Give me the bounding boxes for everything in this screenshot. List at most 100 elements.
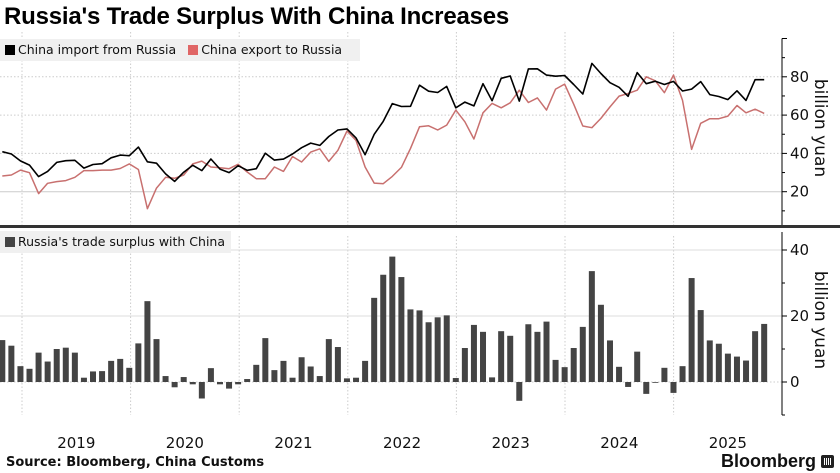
surplus-bar bbox=[180, 377, 187, 382]
x-tick-label: 2022 bbox=[383, 434, 421, 452]
surplus-bar bbox=[353, 377, 360, 382]
surplus-bar bbox=[597, 304, 604, 382]
import-line bbox=[2, 62, 765, 183]
surplus-bar bbox=[679, 366, 686, 382]
surplus-bar bbox=[271, 370, 278, 382]
surplus-bar bbox=[570, 348, 577, 382]
surplus-bar bbox=[71, 352, 78, 382]
legend-swatch-export bbox=[188, 45, 199, 55]
surplus-bar bbox=[697, 310, 704, 382]
surplus-bar bbox=[643, 382, 650, 394]
surplus-bar bbox=[561, 367, 568, 382]
surplus-bar bbox=[171, 382, 178, 388]
surplus-bar bbox=[44, 361, 51, 382]
surplus-bar bbox=[362, 360, 369, 382]
surplus-bar bbox=[625, 382, 632, 387]
bloomberg-logo: Bloomberg bbox=[720, 451, 816, 471]
surplus-bar bbox=[724, 353, 731, 382]
surplus-bar bbox=[216, 382, 223, 385]
surplus-bar bbox=[425, 322, 432, 382]
surplus-bar bbox=[235, 382, 242, 385]
surplus-bar bbox=[189, 382, 196, 385]
surplus-bar bbox=[298, 357, 305, 382]
source-note: Source: Bloomberg, China Customs bbox=[6, 455, 265, 470]
surplus-bar bbox=[334, 347, 341, 382]
surplus-bar bbox=[207, 368, 214, 382]
surplus-bar bbox=[416, 310, 423, 382]
surplus-bar bbox=[461, 348, 468, 382]
legend-item-export: China export to Russia bbox=[188, 42, 342, 57]
surplus-bar bbox=[470, 324, 477, 382]
export-line bbox=[2, 74, 765, 210]
legend-label-import: China import from Russia bbox=[18, 42, 177, 57]
surplus-bar bbox=[144, 301, 151, 382]
legend-label-surplus: Russia's trade surplus with China bbox=[18, 234, 226, 249]
surplus-bar bbox=[8, 345, 15, 382]
surplus-bar bbox=[443, 315, 450, 382]
y-tick-label-bottom: 0 bbox=[790, 373, 800, 391]
surplus-bar bbox=[498, 331, 505, 382]
surplus-bar bbox=[99, 371, 106, 382]
panel-separator bbox=[0, 225, 840, 228]
surplus-bar bbox=[289, 377, 296, 382]
surplus-bar bbox=[162, 376, 169, 382]
surplus-bar bbox=[380, 274, 387, 382]
surplus-bar bbox=[62, 347, 69, 382]
y-tick-label-top: 60 bbox=[790, 106, 809, 124]
surplus-bar bbox=[117, 358, 124, 382]
surplus-bar bbox=[588, 271, 595, 382]
y-tick-label-top: 40 bbox=[790, 144, 809, 162]
legend-bottom: Russia's trade surplus with China bbox=[0, 231, 232, 253]
surplus-bar bbox=[135, 343, 142, 382]
y-tick-label-bottom: 20 bbox=[790, 307, 809, 325]
surplus-bar bbox=[661, 367, 668, 382]
surplus-bar bbox=[634, 351, 641, 382]
surplus-bar bbox=[480, 331, 487, 382]
surplus-bar bbox=[371, 297, 378, 382]
surplus-bar bbox=[90, 371, 96, 382]
surplus-bar bbox=[0, 340, 6, 382]
surplus-bar bbox=[706, 340, 713, 382]
surplus-bar bbox=[343, 378, 350, 382]
x-tick-label: 2023 bbox=[492, 434, 530, 452]
surplus-bar bbox=[226, 382, 233, 389]
surplus-bar bbox=[325, 339, 332, 382]
surplus-bar bbox=[17, 366, 24, 382]
surplus-bar bbox=[516, 382, 523, 401]
surplus-bar bbox=[434, 317, 441, 382]
legend-swatch-surplus bbox=[5, 237, 15, 247]
surplus-bar bbox=[688, 278, 695, 382]
surplus-bar bbox=[80, 377, 87, 382]
surplus-bar bbox=[743, 360, 750, 382]
surplus-bar bbox=[670, 382, 677, 393]
legend-top: China import from Russia China export to … bbox=[0, 39, 361, 61]
surplus-bar bbox=[525, 324, 532, 382]
surplus-bar bbox=[452, 378, 459, 382]
legend-item-surplus: Russia's trade surplus with China bbox=[5, 234, 225, 249]
y-axis-title-top: billion yuan bbox=[810, 79, 830, 177]
y-tick-label-top: 20 bbox=[790, 183, 809, 201]
surplus-bar bbox=[307, 366, 314, 382]
surplus-bar bbox=[253, 364, 260, 382]
x-tick-label: 2025 bbox=[709, 434, 747, 452]
surplus-bar bbox=[35, 352, 42, 382]
surplus-bar bbox=[153, 339, 160, 382]
surplus-bar bbox=[761, 323, 768, 382]
chart-title: Russia's Trade Surplus With China Increa… bbox=[4, 3, 510, 30]
surplus-bar bbox=[733, 356, 740, 382]
surplus-bar bbox=[752, 331, 759, 382]
surplus-bar bbox=[389, 256, 396, 382]
surplus-bar bbox=[715, 343, 722, 382]
x-tick-label: 2020 bbox=[166, 434, 204, 452]
y-axis-title-bottom: billion yuan bbox=[810, 271, 830, 369]
surplus-bar bbox=[489, 377, 496, 382]
surplus-bar bbox=[616, 366, 623, 382]
legend-label-export: China export to Russia bbox=[201, 42, 343, 57]
surplus-bar bbox=[316, 376, 323, 382]
surplus-bar bbox=[198, 382, 205, 399]
surplus-bar bbox=[26, 368, 33, 382]
surplus-bar bbox=[126, 367, 133, 382]
x-tick-label: 2024 bbox=[600, 434, 638, 452]
surplus-bar bbox=[407, 309, 414, 382]
